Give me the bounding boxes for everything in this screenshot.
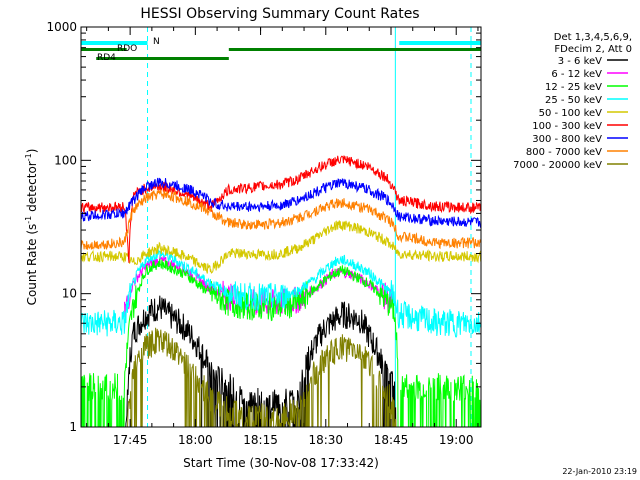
flag-label-2: RD4 [97,53,116,63]
series-line-3 [81,248,481,338]
series-line-6 [81,177,481,228]
series-line-4 [81,220,481,274]
legend-header-line-1: Det 1,3,4,5,6,9, [554,32,632,43]
x-tick-label-2: 18:15 [243,433,278,447]
legend-label-5: 100 - 300 keV [532,121,602,132]
y-axis: 1 10 100 1000 [46,20,481,434]
x-tick-label-4: 18:45 [374,433,409,447]
legend-label-3: 25 - 50 keV [545,95,602,106]
footer-date: 22-Jan-2010 23:19 [562,467,637,476]
flag-label-0: N [153,37,160,47]
legend: Det 1,3,4,5,6,9, FDecim 2, Att 0 3 - 6 k… [513,32,632,171]
x-tick-label-5: 19:00 [439,433,474,447]
y-axis-label-sup1: -1 [24,216,33,224]
flag-label-1: RDO [117,44,137,54]
series-line-0 [125,295,397,427]
flag-segment-0-0 [81,41,148,45]
legend-header-line-2: FDecim 2, Att 0 [554,44,632,55]
chart-title: HESSI Observing Summary Count Rates [140,6,419,22]
y-axis-label-sup2: -1 [24,153,33,161]
y-axis-label: Count Rate (s-1 detector-1) [24,149,39,306]
x-tick-label-0: 17:45 [113,433,148,447]
series-line-8 [127,327,397,427]
x-tick-label-1: 18:00 [178,433,213,447]
series-line-2 [81,258,481,427]
flag-segment-0-1 [399,41,481,45]
legend-label-7: 800 - 7000 keV [526,147,602,158]
legend-label-6: 300 - 800 keV [532,134,602,145]
y-axis-label-main: Count Rate (s [25,224,39,306]
y-axis-label-end: ) [25,149,39,154]
y-tick-label-0: 1 [69,420,77,434]
series-line-5 [81,155,481,263]
legend-label-2: 12 - 25 keV [545,82,602,93]
x-axis-label: Start Time (30-Nov-08 17:33:42) [183,456,379,470]
x-tick-label-3: 18:30 [308,433,343,447]
y-axis-label-mid: detector [25,161,39,216]
flag-segment-1-0 [81,48,127,51]
legend-label-4: 50 - 100 keV [539,108,603,119]
plot-area [81,27,481,427]
legend-label-1: 6 - 12 keV [551,69,602,80]
x-axis: 17:45 18:00 18:15 18:30 18:45 19:00 [86,27,479,447]
y-tick-label-1: 10 [62,287,77,301]
flag-segment-1-1 [228,48,481,51]
y-tick-label-2: 100 [54,153,77,167]
flag-segment-2-0 [96,57,229,60]
legend-label-0: 3 - 6 keV [558,56,602,67]
series-line-7 [81,189,481,250]
plot-frame [80,26,482,428]
y-tick-label-3: 1000 [46,20,77,34]
legend-label-8: 7000 - 20000 keV [513,160,602,171]
